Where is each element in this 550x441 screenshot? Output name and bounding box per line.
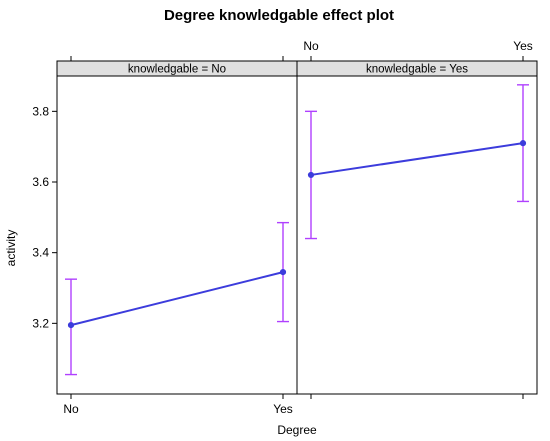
data-point	[307, 171, 315, 179]
y-tick-label: 3.2	[32, 316, 49, 330]
chart-title: Degree knowledgable effect plot	[164, 7, 394, 24]
x-tick-label: No	[303, 39, 319, 53]
panel-frame-no	[56, 75, 298, 395]
x-tick-label: Yes	[513, 39, 533, 53]
y-tick-label: 3.6	[32, 175, 49, 189]
effect-line-yes	[310, 142, 524, 176]
data-point	[279, 269, 287, 276]
strip-label-no: knowledgable = No	[128, 64, 226, 76]
effect-line-no	[70, 271, 284, 327]
x-axis-label: Degree	[277, 423, 317, 437]
x-tick-label: Yes	[273, 402, 293, 416]
data-point	[67, 322, 75, 329]
data-point	[519, 140, 527, 147]
strip-label-yes: knowledgable = Yes	[366, 64, 468, 76]
y-tick-label: 3.4	[32, 246, 49, 260]
x-tick-label: No	[63, 402, 79, 416]
y-tick-label: 3.8	[32, 104, 49, 118]
y-axis-label: activity	[4, 230, 18, 267]
panel-frame-yes	[296, 75, 538, 395]
panels-group: knowledgable = No No Yes knowledgable = Yes…	[32, 39, 538, 416]
